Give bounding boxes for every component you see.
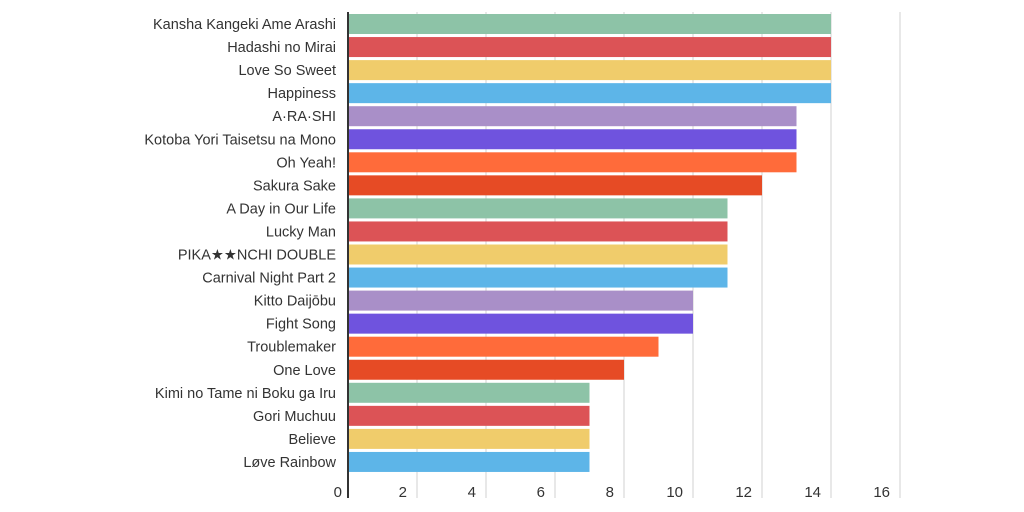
bar: [348, 313, 693, 334]
x-tick-label: 8: [606, 484, 614, 501]
bar: [348, 129, 797, 150]
bar: [348, 428, 590, 449]
x-tick-label: 16: [873, 484, 890, 501]
x-tick-label: 10: [666, 484, 683, 501]
category-label: A Day in Our Life: [226, 201, 336, 217]
category-label: Fight Song: [266, 317, 336, 333]
category-label: Kansha Kangeki Ame Arashi: [153, 17, 336, 33]
bar: [348, 382, 590, 403]
category-label: Kitto Daijōbu: [254, 294, 336, 310]
category-label: Happiness: [267, 86, 336, 102]
category-label: Kotoba Yori Taisetsu na Mono: [144, 132, 336, 148]
x-tick-label: 14: [804, 484, 821, 501]
bar: [348, 405, 590, 426]
bar: [348, 359, 624, 380]
bar: [348, 267, 728, 288]
x-tick-labels: 0 2 4 6 8 10 12 14 16: [334, 484, 890, 501]
bar: [348, 175, 762, 196]
bar: [348, 37, 831, 58]
bar: [348, 14, 831, 34]
category-label: Troublemaker: [247, 340, 336, 356]
bar: [348, 152, 797, 173]
bar: [348, 451, 590, 472]
bar: [348, 290, 693, 311]
category-label: Sakura Sake: [253, 178, 336, 194]
category-label: One Love: [273, 363, 336, 379]
category-label: Løve Rainbow: [243, 455, 336, 471]
bar: [348, 198, 728, 219]
bar: [348, 336, 659, 357]
category-label: Gori Muchuu: [253, 409, 336, 425]
x-tick-label: 4: [468, 484, 476, 501]
bar: [348, 106, 797, 127]
category-label: Hadashi no Mirai: [227, 40, 336, 56]
bar: [348, 83, 831, 104]
x-tick-label: 6: [537, 484, 545, 501]
category-label: Carnival Night Part 2: [202, 271, 336, 287]
category-label: PIKA★★NCHI DOUBLE: [178, 248, 336, 264]
bar: [348, 221, 728, 242]
category-label: Kimi no Tame ni Boku ga Iru: [155, 386, 336, 402]
bar: [348, 244, 728, 265]
bar-layer: [348, 14, 831, 472]
category-labels: Kansha Kangeki Ame Arashi Hadashi no Mira…: [144, 17, 336, 471]
category-label: Oh Yeah!: [276, 155, 336, 171]
category-label: Lucky Man: [266, 224, 336, 240]
category-label: Love So Sweet: [238, 63, 336, 79]
x-tick-label: 12: [735, 484, 752, 501]
category-label: A·RA·SHI: [272, 109, 336, 125]
x-tick-label: 0: [334, 484, 342, 501]
x-tick-label: 2: [399, 484, 407, 501]
category-label: Believe: [288, 432, 336, 448]
bar: [348, 60, 831, 81]
